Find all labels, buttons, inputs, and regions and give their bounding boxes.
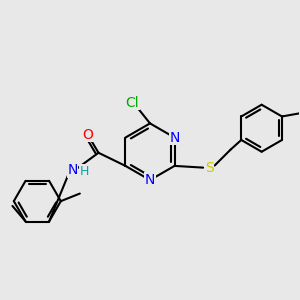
Text: N: N [68, 163, 78, 177]
Text: S: S [205, 160, 214, 175]
Text: Cl: Cl [125, 96, 139, 110]
Text: N: N [169, 130, 180, 145]
Text: O: O [83, 128, 94, 142]
Text: H: H [80, 165, 89, 178]
Text: N: N [145, 173, 155, 187]
